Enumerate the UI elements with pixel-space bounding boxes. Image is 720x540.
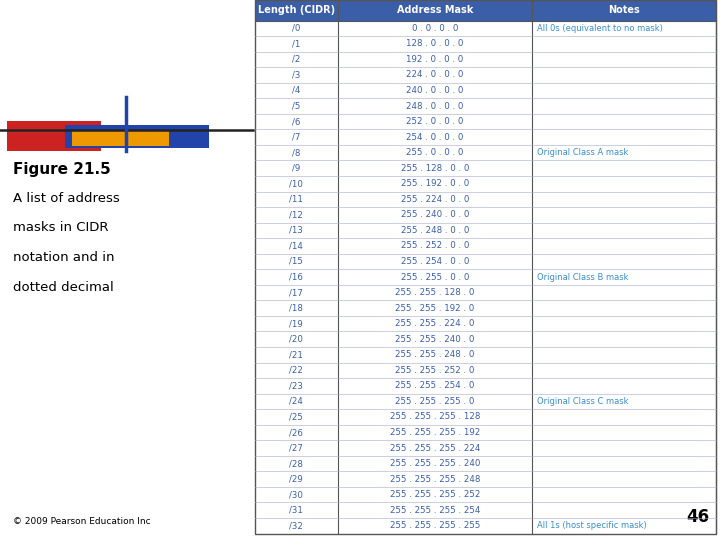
Bar bbox=[72, 130, 169, 146]
Text: /21: /21 bbox=[289, 350, 303, 359]
Text: 255 . 255 . 252 . 0: 255 . 255 . 252 . 0 bbox=[395, 366, 474, 375]
Text: Original Class C mask: Original Class C mask bbox=[537, 397, 629, 406]
Text: /11: /11 bbox=[289, 195, 303, 204]
Text: Length (CIDR): Length (CIDR) bbox=[258, 5, 335, 15]
Text: /28: /28 bbox=[289, 459, 303, 468]
Text: /15: /15 bbox=[289, 257, 303, 266]
Text: Original Class B mask: Original Class B mask bbox=[537, 273, 629, 281]
Text: /12: /12 bbox=[289, 211, 303, 219]
Text: /8: /8 bbox=[292, 148, 300, 157]
Text: 248 . 0 . 0 . 0: 248 . 0 . 0 . 0 bbox=[406, 102, 464, 111]
Text: /1: /1 bbox=[292, 39, 300, 49]
Text: 192 . 0 . 0 . 0: 192 . 0 . 0 . 0 bbox=[406, 55, 464, 64]
Text: 255 . 255 . 255 . 248: 255 . 255 . 255 . 248 bbox=[390, 475, 480, 484]
Text: /10: /10 bbox=[289, 179, 303, 188]
Text: /23: /23 bbox=[289, 381, 303, 390]
Text: 255 . 255 . 224 . 0: 255 . 255 . 224 . 0 bbox=[395, 319, 474, 328]
Text: /29: /29 bbox=[289, 475, 303, 484]
Text: 255 . 255 . 192 . 0: 255 . 255 . 192 . 0 bbox=[395, 303, 474, 313]
Text: All 1s (host specific mask): All 1s (host specific mask) bbox=[537, 521, 647, 530]
Text: 255 . 224 . 0 . 0: 255 . 224 . 0 . 0 bbox=[401, 195, 469, 204]
Text: /16: /16 bbox=[289, 273, 303, 281]
Text: /24: /24 bbox=[289, 397, 303, 406]
Text: /27: /27 bbox=[289, 443, 303, 453]
Text: /18: /18 bbox=[289, 303, 303, 313]
Text: /26: /26 bbox=[289, 428, 303, 437]
Text: 255 . 240 . 0 . 0: 255 . 240 . 0 . 0 bbox=[401, 211, 469, 219]
Text: 255 . 255 . 0 . 0: 255 . 255 . 0 . 0 bbox=[401, 273, 469, 281]
Text: masks in CIDR: masks in CIDR bbox=[13, 221, 109, 234]
Text: /14: /14 bbox=[289, 241, 303, 251]
Text: 255 . 255 . 255 . 128: 255 . 255 . 255 . 128 bbox=[390, 413, 480, 421]
Text: 255 . 0 . 0 . 0: 255 . 0 . 0 . 0 bbox=[406, 148, 464, 157]
Text: 255 . 254 . 0 . 0: 255 . 254 . 0 . 0 bbox=[401, 257, 469, 266]
Bar bbox=[255, 0, 716, 534]
Text: 255 . 128 . 0 . 0: 255 . 128 . 0 . 0 bbox=[401, 164, 469, 173]
Text: Notes: Notes bbox=[608, 5, 640, 15]
Text: 255 . 192 . 0 . 0: 255 . 192 . 0 . 0 bbox=[401, 179, 469, 188]
Text: /32: /32 bbox=[289, 521, 303, 530]
Text: /20: /20 bbox=[289, 335, 303, 344]
Text: 255 . 255 . 128 . 0: 255 . 255 . 128 . 0 bbox=[395, 288, 474, 297]
Text: /30: /30 bbox=[289, 490, 303, 499]
Text: 255 . 255 . 248 . 0: 255 . 255 . 248 . 0 bbox=[395, 350, 474, 359]
Text: /31: /31 bbox=[289, 506, 303, 515]
Text: 254 . 0 . 0 . 0: 254 . 0 . 0 . 0 bbox=[406, 133, 464, 141]
Text: A list of address: A list of address bbox=[13, 192, 120, 205]
Text: /7: /7 bbox=[292, 133, 300, 141]
Text: 240 . 0 . 0 . 0: 240 . 0 . 0 . 0 bbox=[406, 86, 464, 95]
Text: 224 . 0 . 0 . 0: 224 . 0 . 0 . 0 bbox=[406, 70, 464, 79]
Text: /3: /3 bbox=[292, 70, 300, 79]
Bar bbox=[65, 125, 209, 148]
Text: 255 . 252 . 0 . 0: 255 . 252 . 0 . 0 bbox=[401, 241, 469, 251]
Text: Figure 21.5: Figure 21.5 bbox=[13, 162, 111, 177]
Text: 255 . 255 . 255 . 255: 255 . 255 . 255 . 255 bbox=[390, 521, 480, 530]
Text: 255 . 255 . 255 . 254: 255 . 255 . 255 . 254 bbox=[390, 506, 480, 515]
Text: /4: /4 bbox=[292, 86, 300, 95]
Text: All 0s (equivalent to no mask): All 0s (equivalent to no mask) bbox=[537, 24, 663, 33]
Text: /19: /19 bbox=[289, 319, 303, 328]
Text: 128 . 0 . 0 . 0: 128 . 0 . 0 . 0 bbox=[406, 39, 464, 49]
Text: /2: /2 bbox=[292, 55, 300, 64]
Text: /5: /5 bbox=[292, 102, 300, 111]
Text: Address Mask: Address Mask bbox=[397, 5, 473, 15]
Text: /22: /22 bbox=[289, 366, 303, 375]
Text: 255 . 255 . 255 . 192: 255 . 255 . 255 . 192 bbox=[390, 428, 480, 437]
Text: 46: 46 bbox=[686, 509, 709, 526]
Text: 255 . 255 . 255 . 224: 255 . 255 . 255 . 224 bbox=[390, 443, 480, 453]
Text: 255 . 255 . 254 . 0: 255 . 255 . 254 . 0 bbox=[395, 381, 474, 390]
Text: notation and in: notation and in bbox=[13, 251, 114, 264]
Text: 255 . 255 . 255 . 252: 255 . 255 . 255 . 252 bbox=[390, 490, 480, 499]
Text: 0 . 0 . 0 . 0: 0 . 0 . 0 . 0 bbox=[412, 24, 458, 33]
Text: /25: /25 bbox=[289, 413, 303, 421]
Text: 255 . 255 . 255 . 0: 255 . 255 . 255 . 0 bbox=[395, 397, 474, 406]
Text: dotted decimal: dotted decimal bbox=[13, 281, 114, 294]
Text: Original Class A mask: Original Class A mask bbox=[537, 148, 629, 157]
Text: © 2009 Pearson Education Inc: © 2009 Pearson Education Inc bbox=[13, 517, 150, 526]
Bar bbox=[7, 122, 101, 151]
Bar bbox=[255, 0, 716, 21]
Text: /0: /0 bbox=[292, 24, 300, 33]
Text: 255 . 255 . 240 . 0: 255 . 255 . 240 . 0 bbox=[395, 335, 474, 344]
Text: /9: /9 bbox=[292, 164, 300, 173]
Text: 255 . 255 . 255 . 240: 255 . 255 . 255 . 240 bbox=[390, 459, 480, 468]
Text: 252 . 0 . 0 . 0: 252 . 0 . 0 . 0 bbox=[406, 117, 464, 126]
Text: /17: /17 bbox=[289, 288, 303, 297]
Text: /13: /13 bbox=[289, 226, 303, 235]
Text: /6: /6 bbox=[292, 117, 300, 126]
Text: 255 . 248 . 0 . 0: 255 . 248 . 0 . 0 bbox=[401, 226, 469, 235]
